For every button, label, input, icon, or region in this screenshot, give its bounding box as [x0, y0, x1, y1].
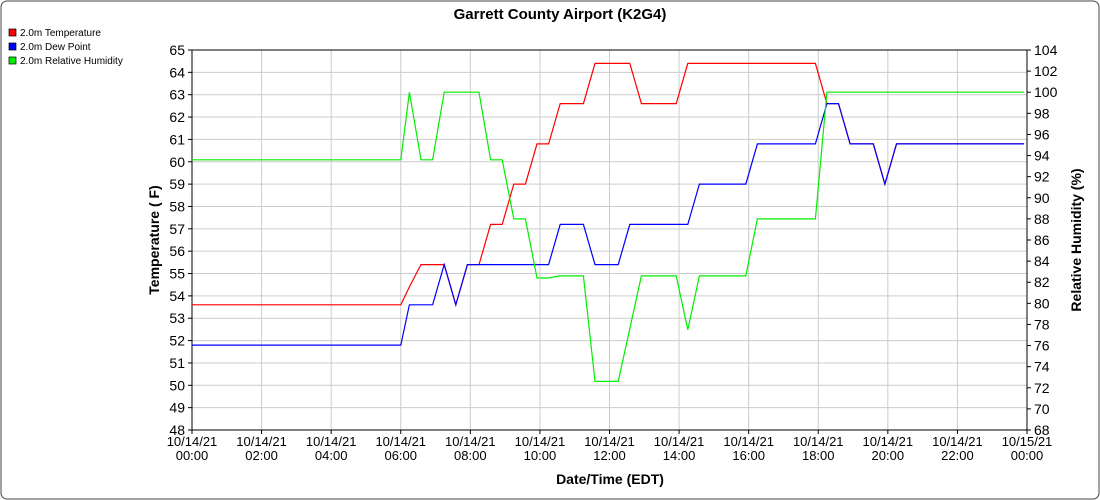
- y-tick-label: 61: [169, 131, 185, 147]
- x-tick-label: 10/14/21 12:00: [584, 434, 635, 463]
- y-axis-label: Temperature ( F): [146, 185, 162, 294]
- y2-tick-label: 102: [1034, 63, 1058, 79]
- x-tick-label: 10/14/21 16:00: [723, 434, 774, 463]
- y-tick-label: 65: [169, 42, 185, 58]
- y-tick-label: 51: [169, 355, 185, 371]
- y2-tick-label: 90: [1034, 190, 1050, 206]
- legend-label: 2.0m Dew Point: [20, 42, 91, 53]
- x-tick-label: 10/14/21 10:00: [515, 434, 566, 463]
- data-line: [192, 91, 1025, 382]
- y2-tick-label: 92: [1034, 169, 1050, 185]
- y-tick-label: 52: [169, 333, 185, 349]
- y-tick-label: 63: [169, 87, 185, 103]
- y-tick-label: 59: [169, 176, 185, 192]
- y2-tick-label: 94: [1034, 148, 1050, 164]
- y-tick-label: 57: [169, 221, 185, 237]
- legend-swatch: [8, 56, 17, 65]
- y2-tick-label: 68: [1034, 422, 1050, 438]
- y-tick-label: 56: [169, 243, 185, 259]
- x-tick-label: 10/15/21 00:00: [1002, 434, 1053, 463]
- x-tick-label: 10/14/21 14:00: [654, 434, 705, 463]
- y-tick-label: 55: [169, 266, 185, 282]
- y2-tick-label: 78: [1034, 316, 1050, 332]
- legend-swatch: [8, 28, 17, 37]
- x-tick-label: 10/14/21 22:00: [932, 434, 983, 463]
- x-tick-label: 10/14/21 18:00: [793, 434, 844, 463]
- y-tick-label: 60: [169, 154, 185, 170]
- y2-tick-label: 76: [1034, 338, 1050, 354]
- y2-tick-label: 72: [1034, 380, 1050, 396]
- x-axis-label: Date/Time (EDT): [556, 471, 664, 487]
- y-tick-label: 49: [169, 400, 185, 416]
- y-tick-label: 64: [169, 64, 185, 80]
- legend-swatch: [8, 42, 17, 51]
- x-tick-label: 10/14/21 00:00: [167, 434, 218, 463]
- data-line: [192, 103, 1025, 346]
- y2-tick-label: 88: [1034, 211, 1050, 227]
- y2-tick-label: 96: [1034, 126, 1050, 142]
- x-tick-label: 10/14/21 02:00: [236, 434, 287, 463]
- y-tick-label: 54: [169, 288, 185, 304]
- y2-tick-label: 70: [1034, 401, 1050, 417]
- legend-label: 2.0m Temperature: [20, 28, 101, 39]
- y2-tick-label: 100: [1034, 84, 1058, 100]
- y-tick-label: 58: [169, 198, 185, 214]
- y2-tick-label: 80: [1034, 295, 1050, 311]
- y2-tick-label: 84: [1034, 253, 1050, 269]
- x-tick-label: 10/14/21 08:00: [445, 434, 496, 463]
- y2-tick-label: 98: [1034, 105, 1050, 121]
- y2-axis-label: Relative Humidity (%): [1068, 168, 1084, 311]
- y-tick-label: 62: [169, 109, 185, 125]
- y-tick-label: 53: [169, 310, 185, 326]
- y2-tick-label: 82: [1034, 274, 1050, 290]
- y-tick-label: 48: [169, 422, 185, 438]
- y2-tick-label: 74: [1034, 359, 1050, 375]
- plot-area: [191, 49, 1028, 431]
- chart-title: Garrett County Airport (K2G4): [454, 6, 667, 23]
- x-tick-label: 10/14/21 06:00: [375, 434, 426, 463]
- x-tick-label: 10/14/21 20:00: [863, 434, 914, 463]
- x-tick-label: 10/14/21 04:00: [306, 434, 357, 463]
- legend-label: 2.0m Relative Humidity: [20, 56, 123, 67]
- y2-tick-label: 104: [1034, 42, 1058, 58]
- y-tick-label: 50: [169, 377, 185, 393]
- y2-tick-label: 86: [1034, 232, 1050, 248]
